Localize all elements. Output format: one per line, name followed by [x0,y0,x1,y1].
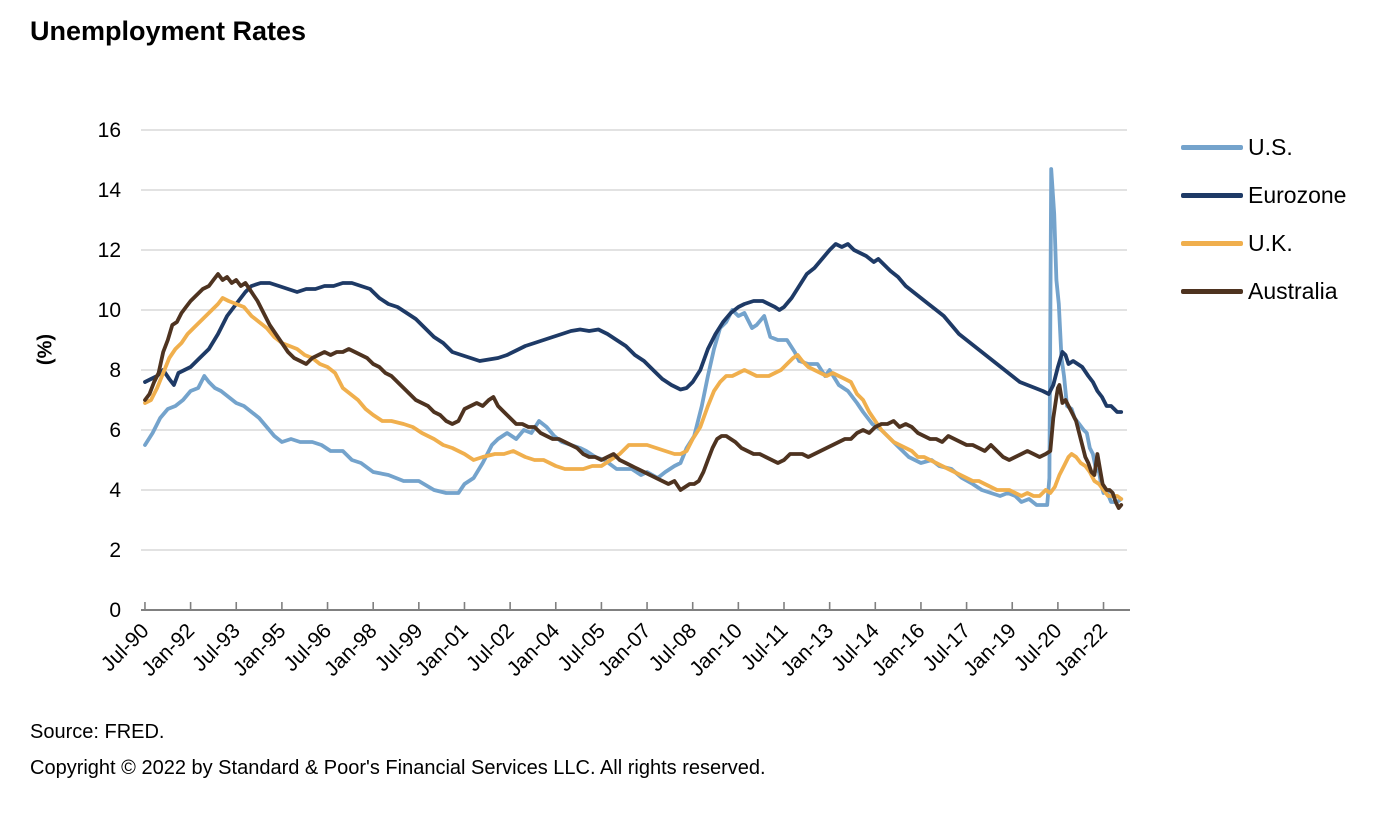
legend-item-uk: U.K. [1181,226,1293,260]
y-axis-tick-label: 16 [98,119,121,142]
series-line-eurozone [143,242,1124,414]
x-axis-tick-label: Jan-92 [137,619,199,681]
x-axis-tick-label: Jan-22 [1050,619,1112,681]
legend-swatch-uk [1181,240,1243,246]
copyright-text: Copyright © 2022 by Standard & Poor's Fi… [30,757,766,779]
legend-swatch-australia [1181,288,1243,294]
legend-swatch-us [1181,144,1243,150]
x-axis-tick-label: Jan-95 [229,619,291,681]
legend-label-australia: Australia [1248,277,1338,304]
x-axis-tick-label: Jan-19 [959,619,1021,681]
x-axis-tick-label: Jan-04 [503,619,565,681]
y-axis-tick-label: 14 [98,179,122,202]
legend-label-us: U.S. [1248,133,1293,160]
y-axis-tick-label: 10 [98,299,121,322]
legend-item-eurozone: Eurozone [1181,178,1346,212]
legend-label-uk: U.K. [1248,229,1293,256]
legend-item-us: U.S. [1181,130,1293,164]
y-axis-tick-label: 6 [109,419,121,442]
chart-title: Unemployment Rates [30,16,307,46]
series-line-australia [143,272,1124,510]
series-line-us [143,167,1124,507]
x-axis-tick-label: Jan-16 [868,619,930,681]
y-axis-unit-label: (%) [34,333,57,366]
x-axis-tick-label: Jan-13 [777,619,839,681]
y-axis-tick-label: 0 [109,599,121,622]
x-axis-tick-label: Jan-01 [411,619,473,681]
source-text: Source: FRED. [30,721,165,743]
legend-item-australia: Australia [1181,274,1337,308]
legend-swatch-eurozone [1181,192,1243,198]
y-axis-tick-label: 8 [109,359,121,382]
y-axis-tick-label: 12 [98,239,121,262]
series-line-uk [143,296,1124,501]
legend-label-eurozone: Eurozone [1248,181,1347,208]
y-axis-tick-label: 2 [109,539,121,562]
x-axis-tick-label: Jan-07 [594,619,656,681]
y-axis-tick-label: 4 [109,479,121,502]
x-axis-tick-label: Jan-10 [685,619,747,681]
chart-footer: Source: FRED. Copyright © 2022 by Standa… [30,721,766,793]
x-axis-tick-label: Jan-98 [320,619,382,681]
